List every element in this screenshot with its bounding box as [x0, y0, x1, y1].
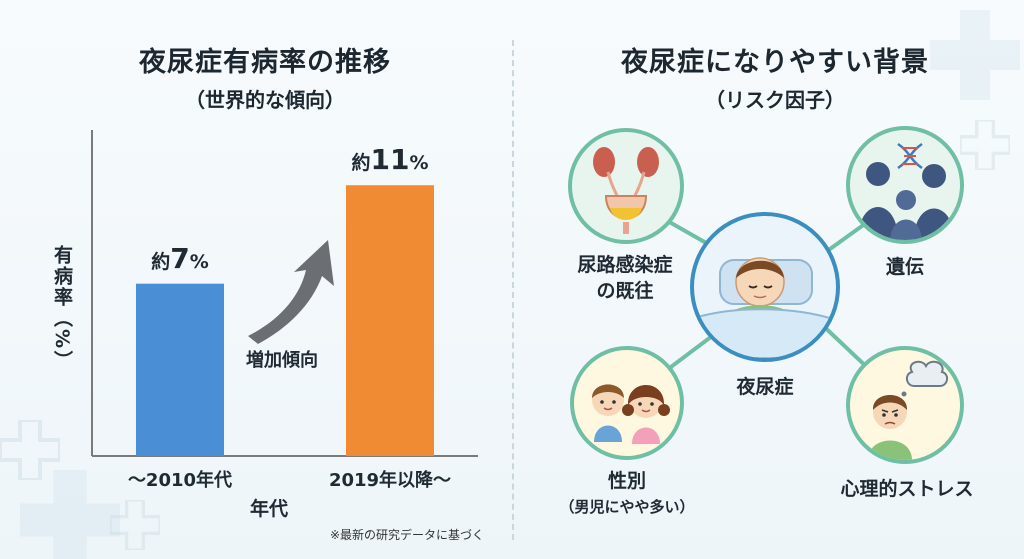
- x-axis-label: 年代: [250, 498, 289, 520]
- bar-chart: [91, 130, 478, 457]
- gender-label-main: 性別: [607, 470, 646, 492]
- bar-value-label-1: 約7%: [151, 241, 209, 275]
- decor-plus-icon: [930, 10, 1020, 100]
- decor-plus-icon: [110, 500, 160, 550]
- risk-title: 夜尿症になりやすい背景: [621, 47, 929, 78]
- stress-label: 心理的ストレス: [840, 478, 974, 500]
- gender-node: [570, 346, 684, 460]
- trend-annotation: 増加傾向: [246, 350, 318, 371]
- chart-subtitle: （世界的な傾向）: [185, 88, 345, 112]
- risk-subtitle: （リスク因子）: [705, 88, 845, 112]
- chart-title: 夜尿症有病率の推移: [139, 47, 391, 78]
- decor-plus-icon: [20, 470, 120, 559]
- uti-node: [568, 128, 684, 244]
- sleeping-child-icon: [694, 257, 836, 358]
- stress-node: [846, 346, 964, 464]
- urinary-tract-icon: [593, 147, 659, 234]
- center-bedwetting-node: [690, 212, 840, 362]
- panel-divider: [512, 40, 514, 540]
- y-axis-label: 有病率（%）: [51, 245, 73, 372]
- uti-label-line1: 尿路感染症: [577, 254, 673, 276]
- uti-label-line2: の既往: [596, 280, 654, 302]
- bar-2: [346, 185, 434, 456]
- decor-plus-icon: [0, 420, 60, 480]
- x-tick-label-2: 2019年以降～: [328, 470, 452, 491]
- heredity-label: 遺伝: [885, 256, 924, 278]
- boy-girl-icon: [592, 384, 670, 444]
- x-tick-label-1: ～2010年代: [127, 470, 233, 491]
- bar-1: [136, 283, 224, 456]
- decor-plus-icon: [960, 120, 1010, 170]
- family-dna-icon: [858, 142, 954, 240]
- worried-child-icon: [868, 360, 948, 460]
- footnote: ※最新の研究データに基づく: [330, 528, 485, 542]
- uti-label: 尿路感染症 の既往: [560, 252, 690, 304]
- gender-label-sub: （男児にやや多い）: [559, 498, 695, 516]
- trend-arrow-icon: [248, 240, 334, 344]
- center-label: 夜尿症: [736, 376, 794, 398]
- gender-label: 性別 （男児にやや多い）: [547, 468, 707, 520]
- heredity-node: [846, 126, 964, 244]
- bar-value-label-2: 約11%: [351, 143, 429, 177]
